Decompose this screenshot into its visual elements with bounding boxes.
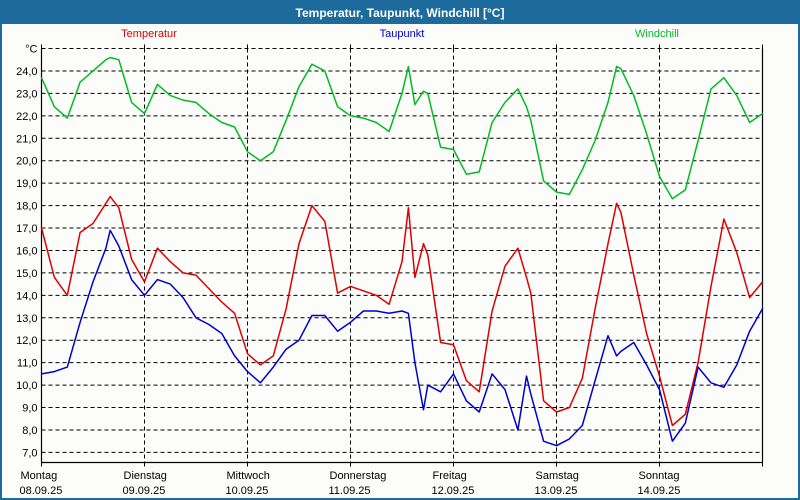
x-day-name-label: Mittwoch	[227, 470, 270, 482]
y-tick-label: 21,0	[16, 133, 37, 145]
legend-temperatur: Temperatur	[121, 28, 177, 40]
y-tick-label: 14,0	[16, 290, 37, 302]
x-day-date-label: 13.09.25	[535, 485, 578, 497]
x-day-date-label: 12.09.25	[432, 485, 475, 497]
y-tick-label: 13,0	[16, 313, 37, 325]
y-tick-label: 12,0	[16, 335, 37, 347]
window-title-bar: Temperatur, Taupunkt, Windchill [°C]	[2, 2, 798, 24]
x-day-name-label: Donnerstag	[330, 470, 387, 482]
legend-taupunkt: Taupunkt	[379, 28, 425, 40]
y-tick-label: 16,0	[16, 245, 37, 257]
y-tick-label: 9,0	[22, 403, 37, 415]
y-tick-label: 8,0	[22, 425, 37, 437]
y-axis-unit-label: °C	[25, 44, 37, 56]
series-line-temperatur	[40, 195, 764, 427]
y-tick-label: 22,0	[16, 111, 37, 123]
x-day-date-label: 10.09.25	[226, 485, 269, 497]
window-title: Temperatur, Taupunkt, Windchill [°C]	[295, 6, 505, 20]
x-day-name-label: Sonntag	[639, 470, 680, 482]
y-tick-label: 19,0	[16, 178, 37, 190]
y-tick-label: 7,0	[22, 447, 37, 459]
y-tick-label: 18,0	[16, 201, 37, 213]
x-day-name-label: Montag	[21, 470, 58, 482]
x-day-name-label: Samstag	[536, 470, 579, 482]
x-day-name-label: Dienstag	[124, 470, 167, 482]
x-day-date-label: 09.09.25	[123, 485, 166, 497]
series-line-taupunkt	[40, 229, 764, 447]
x-day-date-label: 11.09.25	[329, 485, 371, 497]
y-tick-label: 11,0	[17, 358, 38, 370]
x-day-name-label: Freitag	[433, 470, 467, 482]
y-tick-label: 20,0	[16, 156, 37, 168]
legend-windchill: Windchill	[634, 28, 680, 40]
y-tick-label: 10,0	[16, 380, 37, 392]
y-tick-label: 23,0	[16, 88, 37, 100]
series-line-windchill	[40, 56, 764, 200]
y-tick-label: 15,0	[16, 268, 37, 280]
y-tick-label: 17,0	[16, 223, 37, 235]
x-day-date-label: 08.09.25	[20, 485, 63, 497]
x-day-date-label: 14.09.25	[638, 485, 681, 497]
y-tick-label: 24,0	[16, 66, 37, 78]
